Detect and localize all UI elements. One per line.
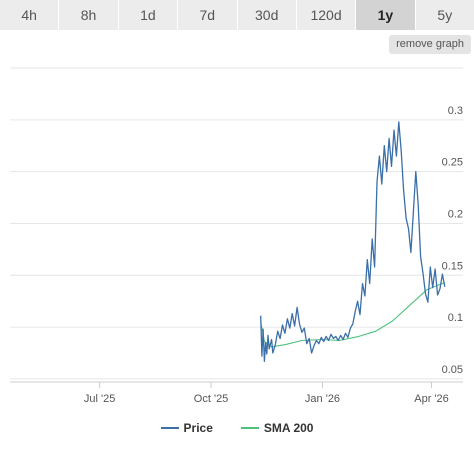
- chart-legend: Price SMA 200: [0, 421, 474, 435]
- y-axis-ticks: 0.3 0.25 0.2 0.15 0.1 0.05: [442, 105, 463, 376]
- legend-item-price[interactable]: Price: [160, 421, 213, 435]
- legend-swatch-sma-200: [240, 427, 259, 429]
- tab-8h[interactable]: 8h: [59, 0, 118, 30]
- tab-30d[interactable]: 30d: [237, 0, 296, 30]
- tab-120d[interactable]: 120d: [296, 0, 356, 30]
- legend-label-sma-200: SMA 200: [263, 421, 314, 435]
- x-tick-label: Jul '25: [84, 393, 115, 405]
- y-tick-label: 0.25: [442, 157, 463, 169]
- tab-5y[interactable]: 5y: [415, 0, 474, 30]
- remove-graph-button[interactable]: remove graph: [389, 35, 471, 54]
- y-tick-label: 0.2: [448, 208, 463, 220]
- x-tick-label: Oct '25: [194, 393, 229, 405]
- tab-7d[interactable]: 7d: [178, 0, 237, 30]
- series-lines: [260, 121, 446, 362]
- sma-200-series-line: [260, 281, 446, 348]
- y-tick-label: 0.05: [442, 364, 463, 376]
- legend-label-price: Price: [183, 421, 213, 435]
- y-tick-label: 0.1: [448, 312, 463, 324]
- x-tick-label: Apr '26: [414, 393, 449, 405]
- x-axis-ticks: Jul '25 Oct '25 Jan '26 Apr '26: [84, 382, 449, 405]
- legend-swatch-price: [160, 427, 179, 429]
- x-tick-label: Jan '26: [305, 393, 340, 405]
- price-series-line: [260, 121, 446, 362]
- tab-1d[interactable]: 1d: [118, 0, 178, 30]
- legend-item-sma-200[interactable]: SMA 200: [240, 421, 314, 435]
- timeframe-tabs: 4h 8h 1d 7d 30d 120d 1y 5y: [0, 0, 474, 30]
- grid-lines: [10, 67, 463, 383]
- tab-4h[interactable]: 4h: [0, 0, 59, 30]
- y-tick-label: 0.15: [442, 260, 463, 272]
- y-tick-label: 0.3: [448, 105, 463, 117]
- price-chart: 0.3 0.25 0.2 0.15 0.1 0.05 Jul '25 Oct '25 Jan …: [10, 67, 463, 405]
- tab-1y[interactable]: 1y: [356, 0, 415, 30]
